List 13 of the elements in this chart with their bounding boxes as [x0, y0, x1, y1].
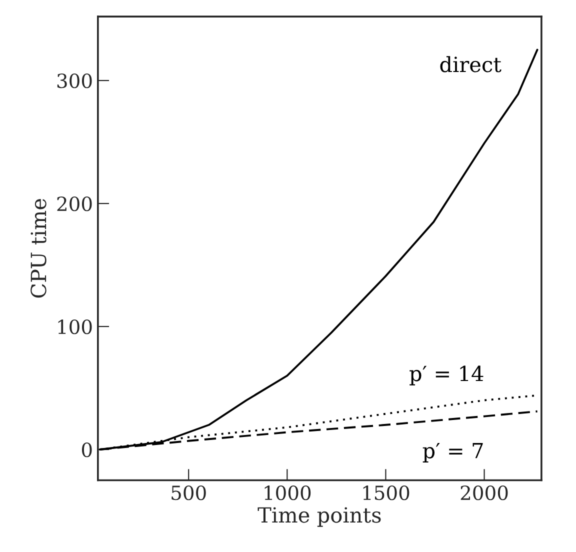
series-label: direct — [440, 56, 502, 72]
y-tick-label: 300 — [57, 73, 92, 88]
y-tick-label: 100 — [58, 319, 92, 334]
x-tick-label: 1000 — [264, 485, 311, 500]
x-axis-title: Time points — [258, 507, 381, 527]
x-tick-label: 500 — [172, 485, 206, 500]
series-label: p′ = 14 — [410, 366, 484, 386]
x-tick-label: 1500 — [363, 485, 410, 500]
y-tick-label: 200 — [57, 196, 92, 212]
x-tick-label: 2000 — [460, 485, 508, 500]
y-tick-label: 0 — [82, 442, 92, 458]
series-label: p′ = 7 — [422, 442, 483, 462]
y-axis-title: CPU time — [30, 198, 46, 298]
